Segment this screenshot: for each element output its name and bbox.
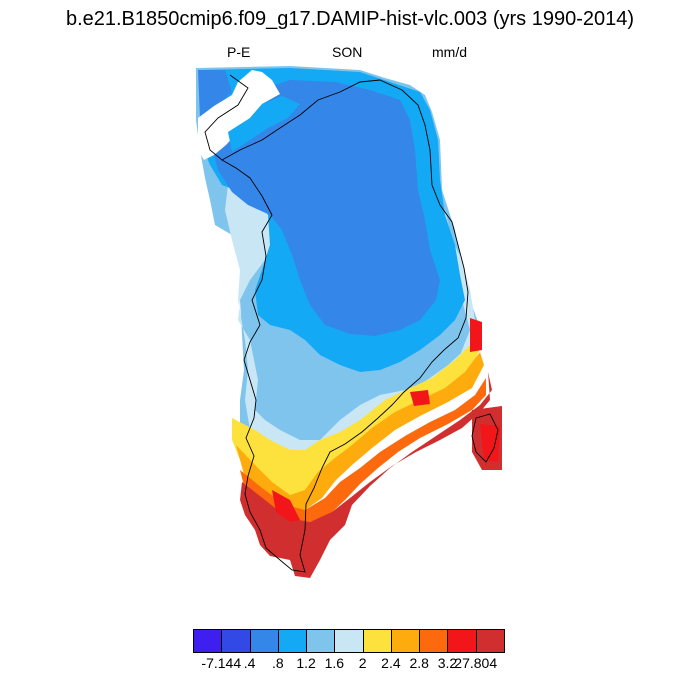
colorbar-swatch — [277, 629, 308, 653]
map-field-dark-blue — [210, 80, 440, 336]
map-field-dark-red — [240, 372, 492, 578]
colorbar-tick-label: 1.6 — [324, 655, 345, 671]
map-field-yellow — [232, 330, 482, 505]
colorbar-tick-label: 2 — [358, 655, 367, 671]
units-label: mm/d — [432, 44, 467, 60]
colorbar-tick-label: .4 — [243, 655, 256, 671]
map-field-red-patch — [470, 318, 482, 352]
coastline — [471, 413, 499, 463]
colorbar-swatch — [193, 629, 223, 653]
map-field-red-patch — [272, 490, 300, 522]
colorbar-swatch — [475, 629, 505, 653]
colorbar-tick-label: 1.2 — [296, 655, 316, 671]
colorbar-swatch — [334, 629, 364, 653]
colorbar-swatch — [249, 629, 279, 653]
coastline — [204, 74, 469, 573]
colorbar-tick-label: 2.4 — [381, 655, 401, 671]
colorbar-swatch — [419, 629, 449, 653]
map-field-nw-light — [228, 96, 300, 152]
colorbar-tick-label: .8 — [271, 655, 284, 671]
map-field-island — [480, 424, 500, 462]
colorbar-swatch — [390, 629, 421, 653]
colorbar-swatch — [306, 629, 336, 653]
variable-label: P-E — [227, 44, 251, 60]
map-gap — [198, 70, 280, 160]
colorbar-tick-label: -7.144 — [201, 655, 242, 671]
colorbar-tick-label: 2.8 — [409, 655, 429, 671]
plot-title: b.e21.B1850cmip6.f09_g17.DAMIP-hist-vlc.… — [65, 8, 635, 30]
season-label: SON — [332, 44, 363, 60]
colorbar-swatch — [221, 629, 251, 653]
map-field-red-patch — [410, 390, 430, 406]
colorbar-swatch — [447, 629, 477, 653]
colorbar-swatch — [362, 629, 392, 653]
colorbar — [193, 629, 505, 653]
colorbar-tick-label: 3.2 — [437, 655, 458, 671]
colorbar-tick-label: 27.804 — [454, 655, 498, 671]
map-field-nw-blue — [198, 70, 232, 118]
